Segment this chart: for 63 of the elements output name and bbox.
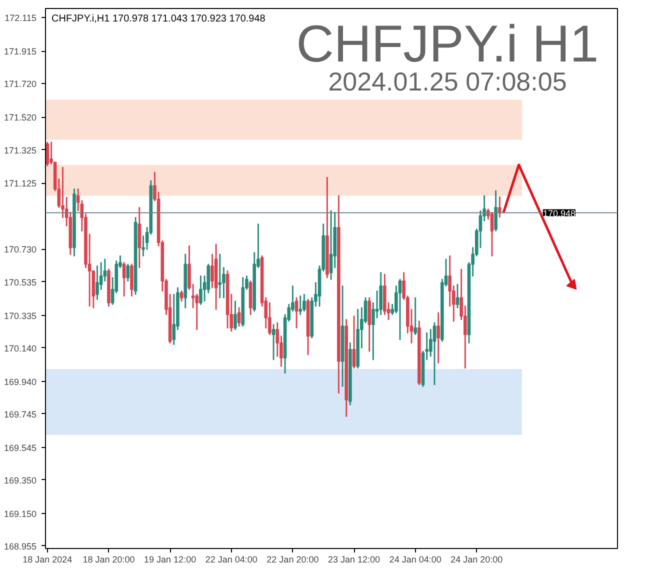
- candlestick: [348, 342, 352, 406]
- candlestick: [498, 196, 502, 218]
- candlestick: [379, 272, 382, 315]
- candlestick: [122, 262, 126, 297]
- candlestick: [344, 318, 348, 417]
- candlestick: [436, 312, 440, 364]
- candlestick: [294, 297, 298, 328]
- candlestick: [46, 142, 50, 166]
- x-tick-label: 19 Jan 12:00: [144, 554, 196, 564]
- y-tick-label: 169.940: [4, 376, 37, 387]
- y-tick-label: 171.520: [4, 112, 37, 123]
- candlestick: [138, 206, 142, 268]
- candlestick: [234, 300, 237, 330]
- candlestick: [337, 195, 340, 394]
- y-tick-label: 171.915: [4, 46, 37, 57]
- x-tick-label: 24 Jan 20:00: [450, 554, 503, 564]
- candlestick: [218, 254, 222, 298]
- candlestick: [199, 275, 202, 305]
- y-tick-label: 171.325: [4, 145, 37, 156]
- candlestick: [329, 210, 333, 280]
- candlestick: [298, 296, 302, 315]
- x-tick-label: 22 Jan 04:00: [205, 554, 258, 564]
- candlestick: [107, 268, 110, 307]
- candlestick: [214, 244, 218, 310]
- annotation: CHFJPY.i,H1 170.978 171.043 170.923 170.948: [52, 14, 266, 24]
- candlestick: [368, 297, 371, 352]
- candlestick: [418, 320, 421, 386]
- candlestick: [302, 294, 306, 312]
- candlestick: [414, 297, 417, 336]
- candlestick: [237, 307, 241, 327]
- y-tick-label: 170.140: [4, 343, 37, 354]
- candlestick: [356, 308, 360, 368]
- y-tick-label: 168.955: [4, 541, 37, 552]
- x-tick-label: 18 Jan 20:00: [82, 554, 135, 564]
- y-tick-label: 171.720: [4, 79, 37, 90]
- candlestick: [248, 280, 252, 315]
- candlestick: [326, 176, 329, 278]
- candlestick: [180, 290, 184, 302]
- candlestick: [226, 270, 230, 328]
- ref-line-label: 170.948: [542, 208, 576, 218]
- x-tick-label: 22 Jan 20:00: [266, 554, 319, 564]
- x-tick-label: 24 Jan 04:00: [389, 554, 442, 564]
- candlestick: [130, 264, 134, 297]
- candlestick: [272, 324, 276, 360]
- candlestick: [184, 254, 188, 308]
- y-tick-label: 171.125: [4, 178, 37, 189]
- y-tick-label: 172.115: [4, 13, 37, 24]
- y-tick-label: 170.730: [4, 244, 37, 255]
- candlestick: [306, 298, 310, 356]
- candlestick: [96, 265, 99, 300]
- y-tick-label: 170.335: [4, 310, 37, 321]
- candlestick: [494, 190, 498, 232]
- candlestick: [126, 264, 130, 282]
- candlestick: [72, 188, 76, 256]
- y-tick-label: 169.745: [4, 409, 37, 420]
- y-tick-label: 169.350: [4, 475, 37, 486]
- y-tick-label: 169.545: [4, 442, 37, 453]
- candlestick: [241, 277, 245, 327]
- x-tick-label: 18 Jan 2024: [22, 554, 72, 564]
- candlestick: [134, 216, 138, 295]
- y-tick-label: 170.535: [4, 277, 37, 288]
- y-tick-label: 169.150: [4, 508, 37, 519]
- x-tick-label: 23 Jan 12:00: [328, 554, 380, 564]
